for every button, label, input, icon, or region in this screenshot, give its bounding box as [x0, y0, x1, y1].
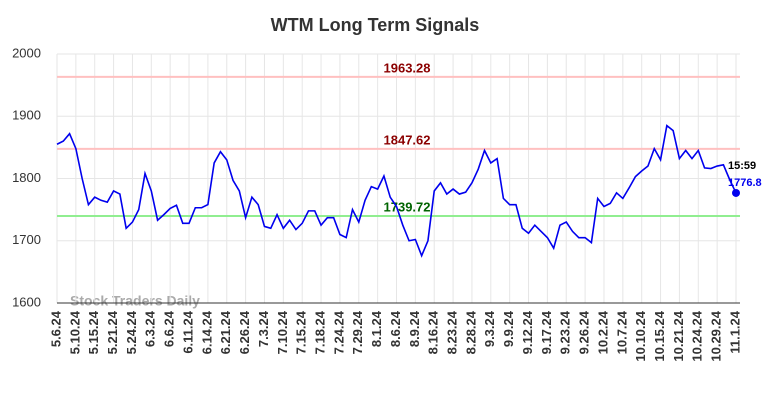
y-tick-label: 1800 [12, 170, 41, 185]
x-tick-label: 9.23.24 [558, 310, 573, 354]
x-tick-label: 9.26.24 [577, 310, 592, 354]
x-tick-label: 11.1.24 [727, 310, 742, 353]
x-tick-label: 6.14.24 [199, 310, 214, 354]
last-point [732, 188, 740, 197]
x-tick-label: 10.21.24 [671, 310, 686, 361]
x-tick-label: 9.3.24 [482, 310, 497, 347]
x-tick-label: 6.6.24 [162, 310, 177, 347]
x-tick-label: 5.15.24 [86, 310, 101, 354]
x-tick-label: 10.10.24 [633, 310, 648, 361]
x-tick-label: 5.24.24 [124, 310, 139, 354]
y-tick-label: 2000 [12, 45, 41, 60]
signal-label: 1739.72 [384, 199, 431, 214]
price-line [56, 124, 737, 258]
x-tick-label: 8.1.24 [369, 310, 384, 347]
x-tick-label: 9.17.24 [539, 310, 554, 354]
y-tick-label: 1600 [12, 294, 41, 309]
y-tick-label: 1900 [12, 108, 41, 123]
x-tick-label: 8.16.24 [426, 310, 441, 354]
x-tick-label: 6.26.24 [237, 310, 252, 354]
x-tick-label: 9.12.24 [520, 310, 535, 354]
signal-label: 1847.62 [384, 132, 431, 147]
x-tick-label: 10.7.24 [614, 310, 629, 354]
signal-label: 1963.28 [384, 60, 431, 75]
x-tick-label: 8.9.24 [407, 310, 422, 347]
x-tick-label: 10.29.24 [709, 310, 724, 361]
x-tick-label: 6.21.24 [218, 310, 233, 354]
x-tick-label: 6.11.24 [180, 310, 195, 353]
x-tick-label: 5.6.24 [48, 310, 63, 347]
last-time: 15:59 [728, 160, 756, 172]
x-tick-label: 10.2.24 [595, 310, 610, 354]
x-tick-label: 5.21.24 [105, 310, 120, 354]
x-tick-label: 8.23.24 [445, 310, 460, 354]
y-tick-label: 1700 [12, 232, 41, 247]
x-tick-label: 6.3.24 [143, 310, 158, 347]
x-tick-label: 5.10.24 [67, 310, 82, 354]
x-tick-label: 7.10.24 [275, 310, 290, 354]
chart-title: WTM Long Term Signals [271, 15, 480, 35]
x-tick-label: 10.24.24 [690, 310, 705, 361]
x-tick-label: 8.28.24 [463, 310, 478, 354]
watermark: Stock Traders Daily [70, 293, 200, 309]
x-tick-label: 9.9.24 [501, 310, 516, 347]
x-tick-label: 7.24.24 [331, 310, 346, 354]
last-value: 1776.8 [728, 177, 762, 189]
x-tick-label: 10.15.24 [652, 310, 667, 361]
x-tick-label: 7.3.24 [256, 310, 271, 347]
x-tick-label: 7.15.24 [294, 310, 309, 354]
x-tick-label: 7.18.24 [312, 310, 327, 354]
x-tick-label: 8.6.24 [388, 310, 403, 347]
x-tick-label: 7.29.24 [350, 310, 365, 354]
